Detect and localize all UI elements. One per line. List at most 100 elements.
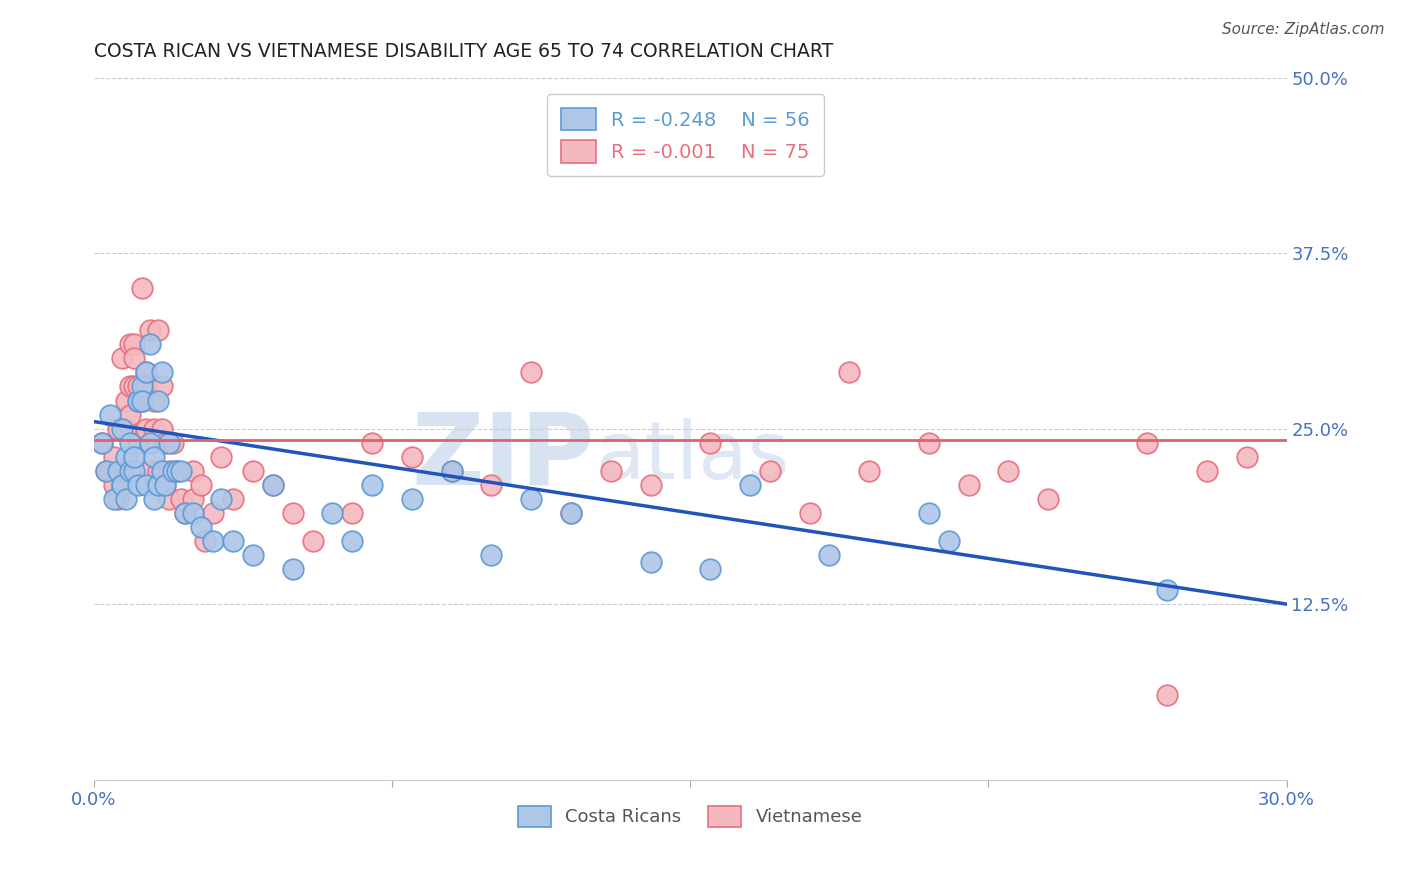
- Text: COSTA RICAN VS VIETNAMESE DISABILITY AGE 65 TO 74 CORRELATION CHART: COSTA RICAN VS VIETNAMESE DISABILITY AGE…: [94, 42, 834, 61]
- Point: [122, 337, 145, 351]
- Point: [166, 464, 188, 478]
- Point: [122, 379, 145, 393]
- Point: [560, 506, 582, 520]
- Point: [520, 491, 543, 506]
- Point: [127, 393, 149, 408]
- Point: [114, 450, 136, 464]
- Point: [107, 421, 129, 435]
- Point: [135, 366, 157, 380]
- Point: [222, 533, 245, 548]
- Point: [135, 477, 157, 491]
- Point: [262, 477, 284, 491]
- Point: [142, 421, 165, 435]
- Point: [114, 491, 136, 506]
- Point: [90, 435, 112, 450]
- Text: Source: ZipAtlas.com: Source: ZipAtlas.com: [1222, 22, 1385, 37]
- Point: [98, 408, 121, 422]
- Point: [107, 491, 129, 506]
- Point: [114, 393, 136, 408]
- Point: [818, 548, 841, 562]
- Point: [738, 477, 761, 491]
- Point: [103, 477, 125, 491]
- Point: [1156, 689, 1178, 703]
- Point: [131, 393, 153, 408]
- Point: [194, 533, 217, 548]
- Point: [174, 506, 197, 520]
- Point: [127, 393, 149, 408]
- Point: [166, 464, 188, 478]
- Point: [361, 477, 384, 491]
- Point: [222, 491, 245, 506]
- Point: [159, 435, 181, 450]
- Point: [997, 464, 1019, 478]
- Point: [122, 464, 145, 478]
- Point: [321, 506, 343, 520]
- Point: [150, 421, 173, 435]
- Point: [103, 491, 125, 506]
- Point: [1236, 450, 1258, 464]
- Point: [146, 323, 169, 337]
- Point: [1197, 464, 1219, 478]
- Point: [640, 555, 662, 569]
- Point: [342, 506, 364, 520]
- Point: [118, 408, 141, 422]
- Point: [118, 464, 141, 478]
- Point: [838, 366, 860, 380]
- Point: [1156, 583, 1178, 598]
- Point: [699, 435, 721, 450]
- Point: [107, 464, 129, 478]
- Point: [440, 464, 463, 478]
- Point: [131, 393, 153, 408]
- Legend: Costa Ricans, Vietnamese: Costa Ricans, Vietnamese: [510, 798, 869, 834]
- Point: [262, 477, 284, 491]
- Point: [155, 435, 177, 450]
- Point: [155, 477, 177, 491]
- Point: [142, 491, 165, 506]
- Point: [209, 450, 232, 464]
- Point: [342, 533, 364, 548]
- Point: [758, 464, 780, 478]
- Point: [918, 435, 941, 450]
- Text: ZIP: ZIP: [412, 409, 595, 505]
- Point: [170, 491, 193, 506]
- Point: [938, 533, 960, 548]
- Point: [162, 435, 184, 450]
- Point: [799, 506, 821, 520]
- Point: [135, 366, 157, 380]
- Point: [242, 548, 264, 562]
- Point: [957, 477, 980, 491]
- Point: [190, 477, 212, 491]
- Point: [118, 337, 141, 351]
- Point: [118, 435, 141, 450]
- Point: [142, 393, 165, 408]
- Point: [202, 533, 225, 548]
- Point: [138, 435, 160, 450]
- Point: [111, 477, 134, 491]
- Point: [190, 520, 212, 534]
- Point: [170, 464, 193, 478]
- Point: [1036, 491, 1059, 506]
- Point: [209, 491, 232, 506]
- Point: [138, 337, 160, 351]
- Point: [135, 421, 157, 435]
- Point: [150, 464, 173, 478]
- Point: [122, 450, 145, 464]
- Point: [142, 450, 165, 464]
- Point: [159, 491, 181, 506]
- Point: [440, 464, 463, 478]
- Point: [94, 464, 117, 478]
- Point: [111, 421, 134, 435]
- Point: [181, 491, 204, 506]
- Point: [242, 464, 264, 478]
- Point: [131, 379, 153, 393]
- Point: [361, 435, 384, 450]
- Point: [122, 351, 145, 366]
- Point: [138, 464, 160, 478]
- Point: [181, 464, 204, 478]
- Point: [159, 464, 181, 478]
- Point: [301, 533, 323, 548]
- Point: [481, 477, 503, 491]
- Point: [138, 323, 160, 337]
- Point: [131, 281, 153, 295]
- Point: [481, 548, 503, 562]
